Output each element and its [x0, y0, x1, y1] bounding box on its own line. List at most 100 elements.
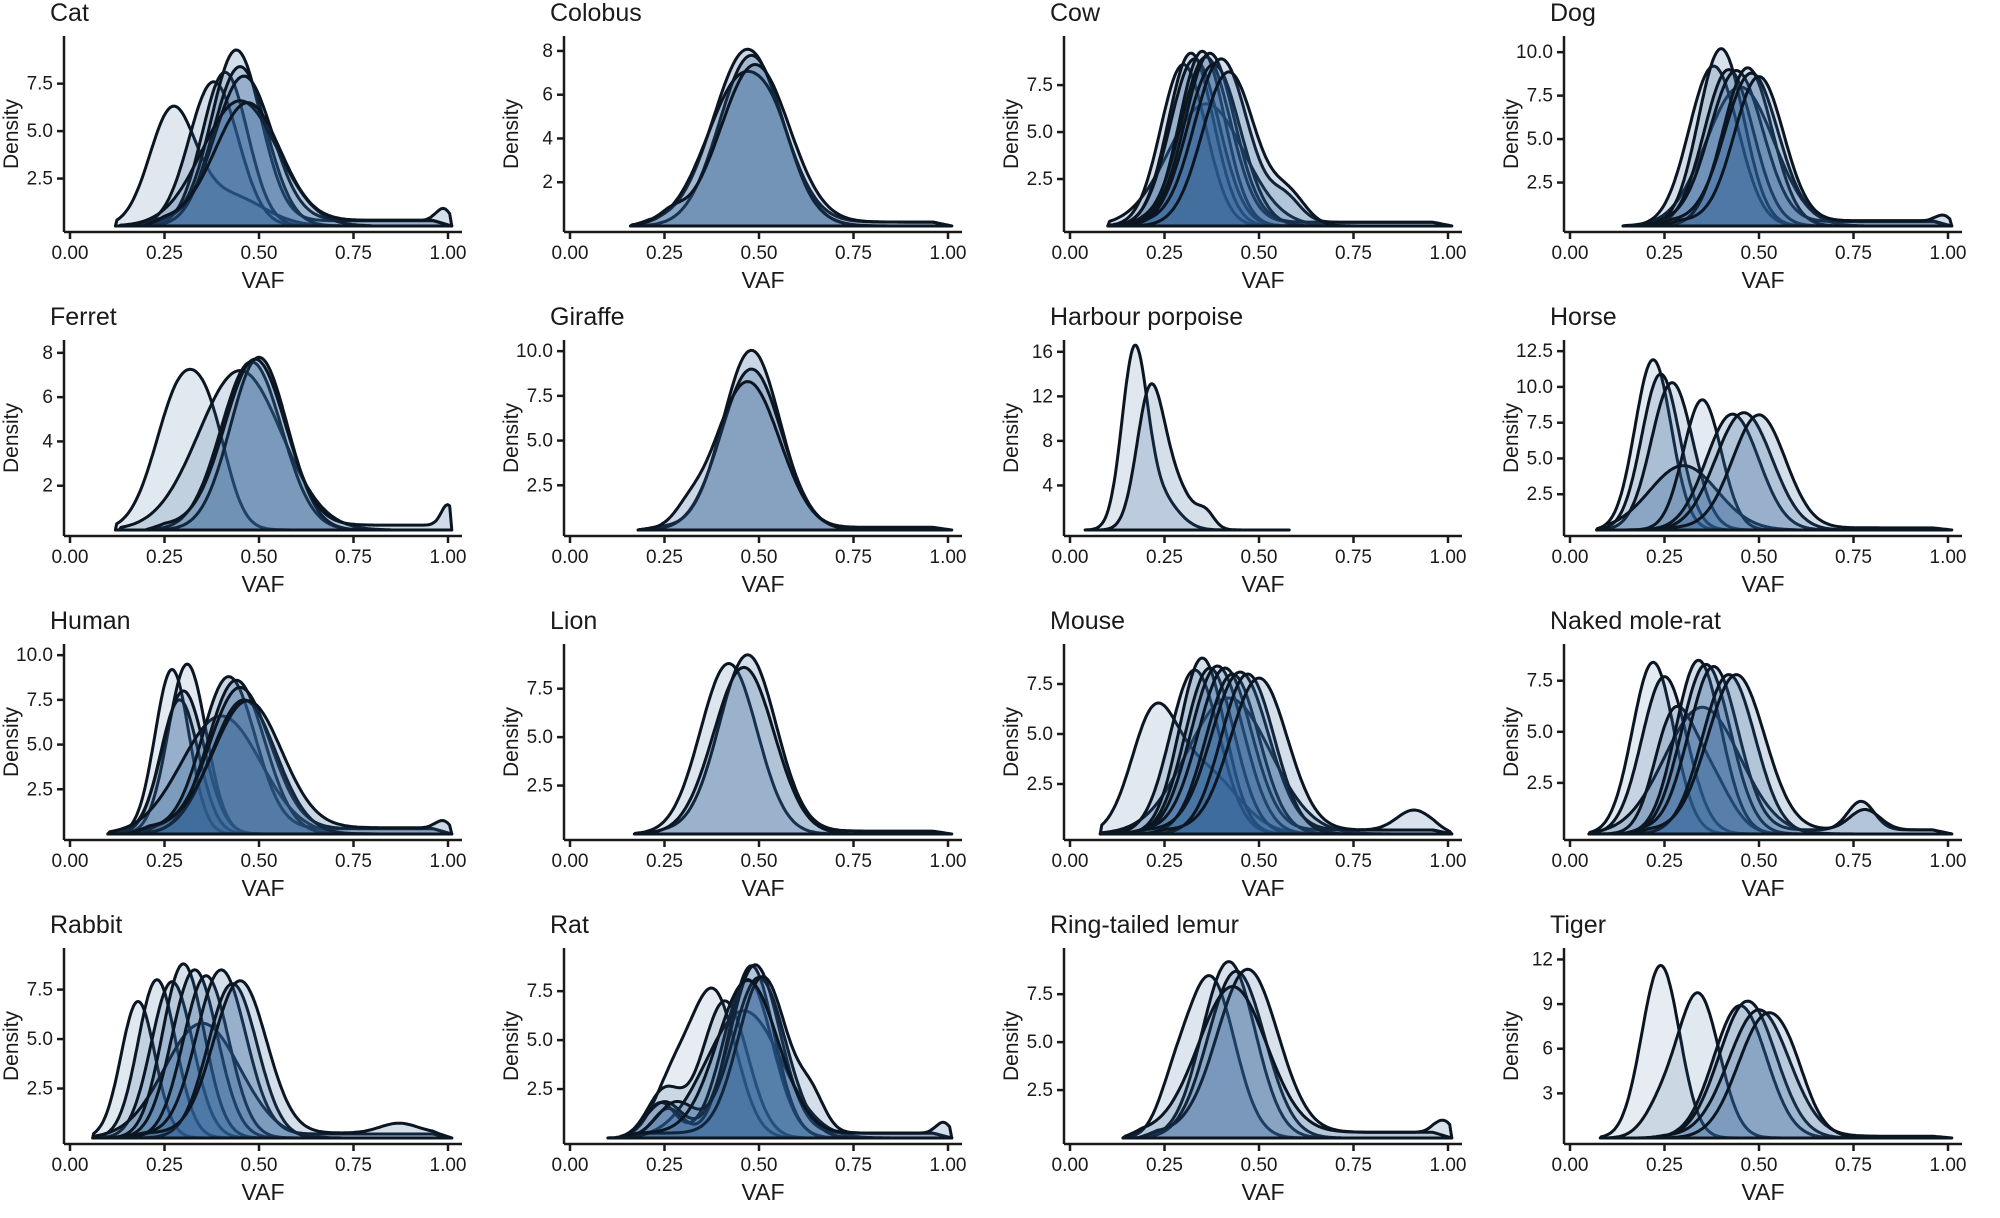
y-tick-label: 2.5: [527, 475, 553, 496]
y-tick-label: 2.5: [527, 776, 553, 797]
x-tick-label: 1.00: [430, 1155, 467, 1176]
y-tick-label: 5.0: [527, 1030, 553, 1051]
x-tick-label: 1.00: [1430, 547, 1467, 568]
x-tick-label: 0.75: [835, 547, 872, 568]
x-tick-label: 0.00: [552, 243, 589, 264]
density-curve: [1659, 75, 1954, 228]
x-tick-label: 1.00: [1930, 547, 1967, 568]
panel-title: Cow: [1050, 0, 1101, 27]
x-tick-label: 0.75: [835, 1155, 872, 1176]
y-axis-label: Density: [1500, 706, 1523, 777]
x-tick-label: 0.75: [1835, 1155, 1872, 1176]
x-tick-label: 0.50: [1241, 243, 1278, 264]
x-axis-label: VAF: [241, 1179, 284, 1205]
x-tick-label: 0.25: [1146, 243, 1183, 264]
y-tick-label: 4: [42, 431, 53, 452]
panel-title: Ring-tailed lemur: [1050, 912, 1239, 939]
density-plot-cow: 0.00 0.25 0.50 0.75 1.00 2.5 5.0 7.5 Cow VAF Densi…: [1000, 0, 1466, 293]
y-tick-label: 7.5: [527, 679, 553, 700]
y-tick-label: 7.5: [27, 690, 53, 711]
y-tick-label: 8: [1042, 431, 1053, 452]
density-plot-dog: 0.00 0.25 0.50 0.75 1.00 2.5 5.0 7.5 10.0 Dog VAF D…: [1500, 0, 1966, 293]
density-curve: [617, 978, 954, 1140]
y-tick-label: 12: [1032, 386, 1053, 407]
x-tick-label: 0.75: [335, 1155, 372, 1176]
x-tick-label: 0.50: [1241, 547, 1278, 568]
y-axis-label: Density: [0, 98, 23, 169]
x-tick-label: 0.25: [646, 243, 683, 264]
density-plot-ring-tailed-lemur: 0.00 0.25 0.50 0.75 1.00 2.5 5.0 7.5 Ring-tailed…: [1000, 912, 1466, 1205]
density-curve: [113, 104, 344, 228]
x-axis-label: VAF: [1241, 875, 1284, 901]
panel-human: 0.00 0.25 0.50 0.75 1.00 2.5 5.0 7.5 10.0 Human VA…: [0, 608, 500, 912]
y-tick-label: 2.5: [27, 169, 53, 190]
density-curve: [1606, 464, 1799, 532]
x-axis-label: VAF: [241, 571, 284, 597]
panel-title: Lion: [550, 608, 597, 635]
x-tick-label: 0.75: [1335, 1155, 1372, 1176]
x-tick-label: 0.25: [1146, 851, 1183, 872]
x-axis-label: VAF: [1241, 571, 1284, 597]
y-tick-label: 8: [42, 343, 53, 364]
panel-title: Horse: [1550, 304, 1617, 331]
y-axis-label: Density: [1000, 402, 1023, 473]
y-tick-label: 2.5: [1027, 169, 1053, 190]
x-tick-label: 0.00: [1552, 547, 1589, 568]
panel-ring-tailed-lemur: 0.00 0.25 0.50 0.75 1.00 2.5 5.0 7.5 Ring-tailed…: [1000, 912, 1500, 1216]
x-axis-label: VAF: [1741, 875, 1784, 901]
x-axis-label: VAF: [1241, 267, 1284, 293]
x-tick-label: 0.25: [1146, 547, 1183, 568]
y-tick-label: 2: [42, 476, 53, 497]
y-tick-label: 5.0: [27, 1029, 53, 1050]
y-axis-label: Density: [1000, 1010, 1023, 1081]
x-tick-label: 0.50: [741, 547, 778, 568]
y-tick-label: 5.0: [1027, 1032, 1053, 1053]
x-tick-label: 0.00: [52, 243, 89, 264]
y-tick-label: 6: [542, 85, 553, 106]
panel-mouse: 0.00 0.25 0.50 0.75 1.00 2.5 5.0 7.5 Mouse VAF Den…: [1000, 608, 1500, 912]
x-axis-label: VAF: [1741, 571, 1784, 597]
x-axis-label: VAF: [241, 875, 284, 901]
x-tick-label: 0.50: [241, 1155, 278, 1176]
density-plot-human: 0.00 0.25 0.50 0.75 1.00 2.5 5.0 7.5 10.0 Human VA…: [0, 608, 466, 901]
x-tick-label: 0.75: [1335, 547, 1372, 568]
x-tick-label: 0.75: [335, 547, 372, 568]
panel-title: Dog: [1550, 0, 1596, 27]
density-curve: [636, 380, 874, 532]
y-axis-label: Density: [1500, 402, 1523, 473]
panel-cow: 0.00 0.25 0.50 0.75 1.00 2.5 5.0 7.5 Cow VAF Densi…: [1000, 0, 1500, 304]
x-tick-label: 0.75: [335, 851, 372, 872]
x-tick-label: 0.00: [1552, 1155, 1589, 1176]
y-tick-label: 5.0: [527, 431, 553, 452]
x-tick-label: 0.00: [1052, 851, 1089, 872]
x-tick-label: 0.50: [1741, 851, 1778, 872]
panel-naked-mole-rat: 0.00 0.25 0.50 0.75 1.00 2.5 5.0 7.5 Naked mole-…: [1500, 608, 2000, 912]
x-tick-label: 0.50: [1241, 1155, 1278, 1176]
density-curve: [644, 653, 954, 836]
panel-giraffe: 0.00 0.25 0.50 0.75 1.00 2.5 5.0 7.5 10.0 Giraffe…: [500, 304, 1000, 608]
x-tick-label: 0.50: [1741, 547, 1778, 568]
y-tick-label: 7.5: [27, 74, 53, 95]
y-axis-label: Density: [1000, 706, 1023, 777]
y-axis-label: Density: [0, 1010, 23, 1081]
y-axis-label: Density: [500, 706, 523, 777]
x-tick-label: 0.25: [146, 243, 183, 264]
x-tick-label: 0.50: [741, 243, 778, 264]
x-tick-label: 0.00: [52, 1155, 89, 1176]
panel-title: Colobus: [550, 0, 642, 27]
panel-dog: 0.00 0.25 0.50 0.75 1.00 2.5 5.0 7.5 10.0 Dog VAF D…: [1500, 0, 2000, 304]
x-tick-label: 0.50: [1241, 851, 1278, 872]
x-tick-label: 0.00: [552, 1155, 589, 1176]
y-tick-label: 2.5: [1527, 773, 1553, 794]
x-tick-label: 0.25: [646, 851, 683, 872]
x-tick-label: 1.00: [1430, 851, 1467, 872]
y-tick-label: 10.0: [1516, 377, 1553, 398]
y-tick-label: 5.0: [527, 727, 553, 748]
y-tick-label: 5.0: [1527, 129, 1553, 150]
x-tick-label: 1.00: [1930, 851, 1967, 872]
y-tick-label: 5.0: [1027, 122, 1053, 143]
density-curve: [632, 63, 954, 228]
y-tick-label: 7.5: [1527, 671, 1553, 692]
panel-title: Harbour porpoise: [1050, 304, 1243, 331]
